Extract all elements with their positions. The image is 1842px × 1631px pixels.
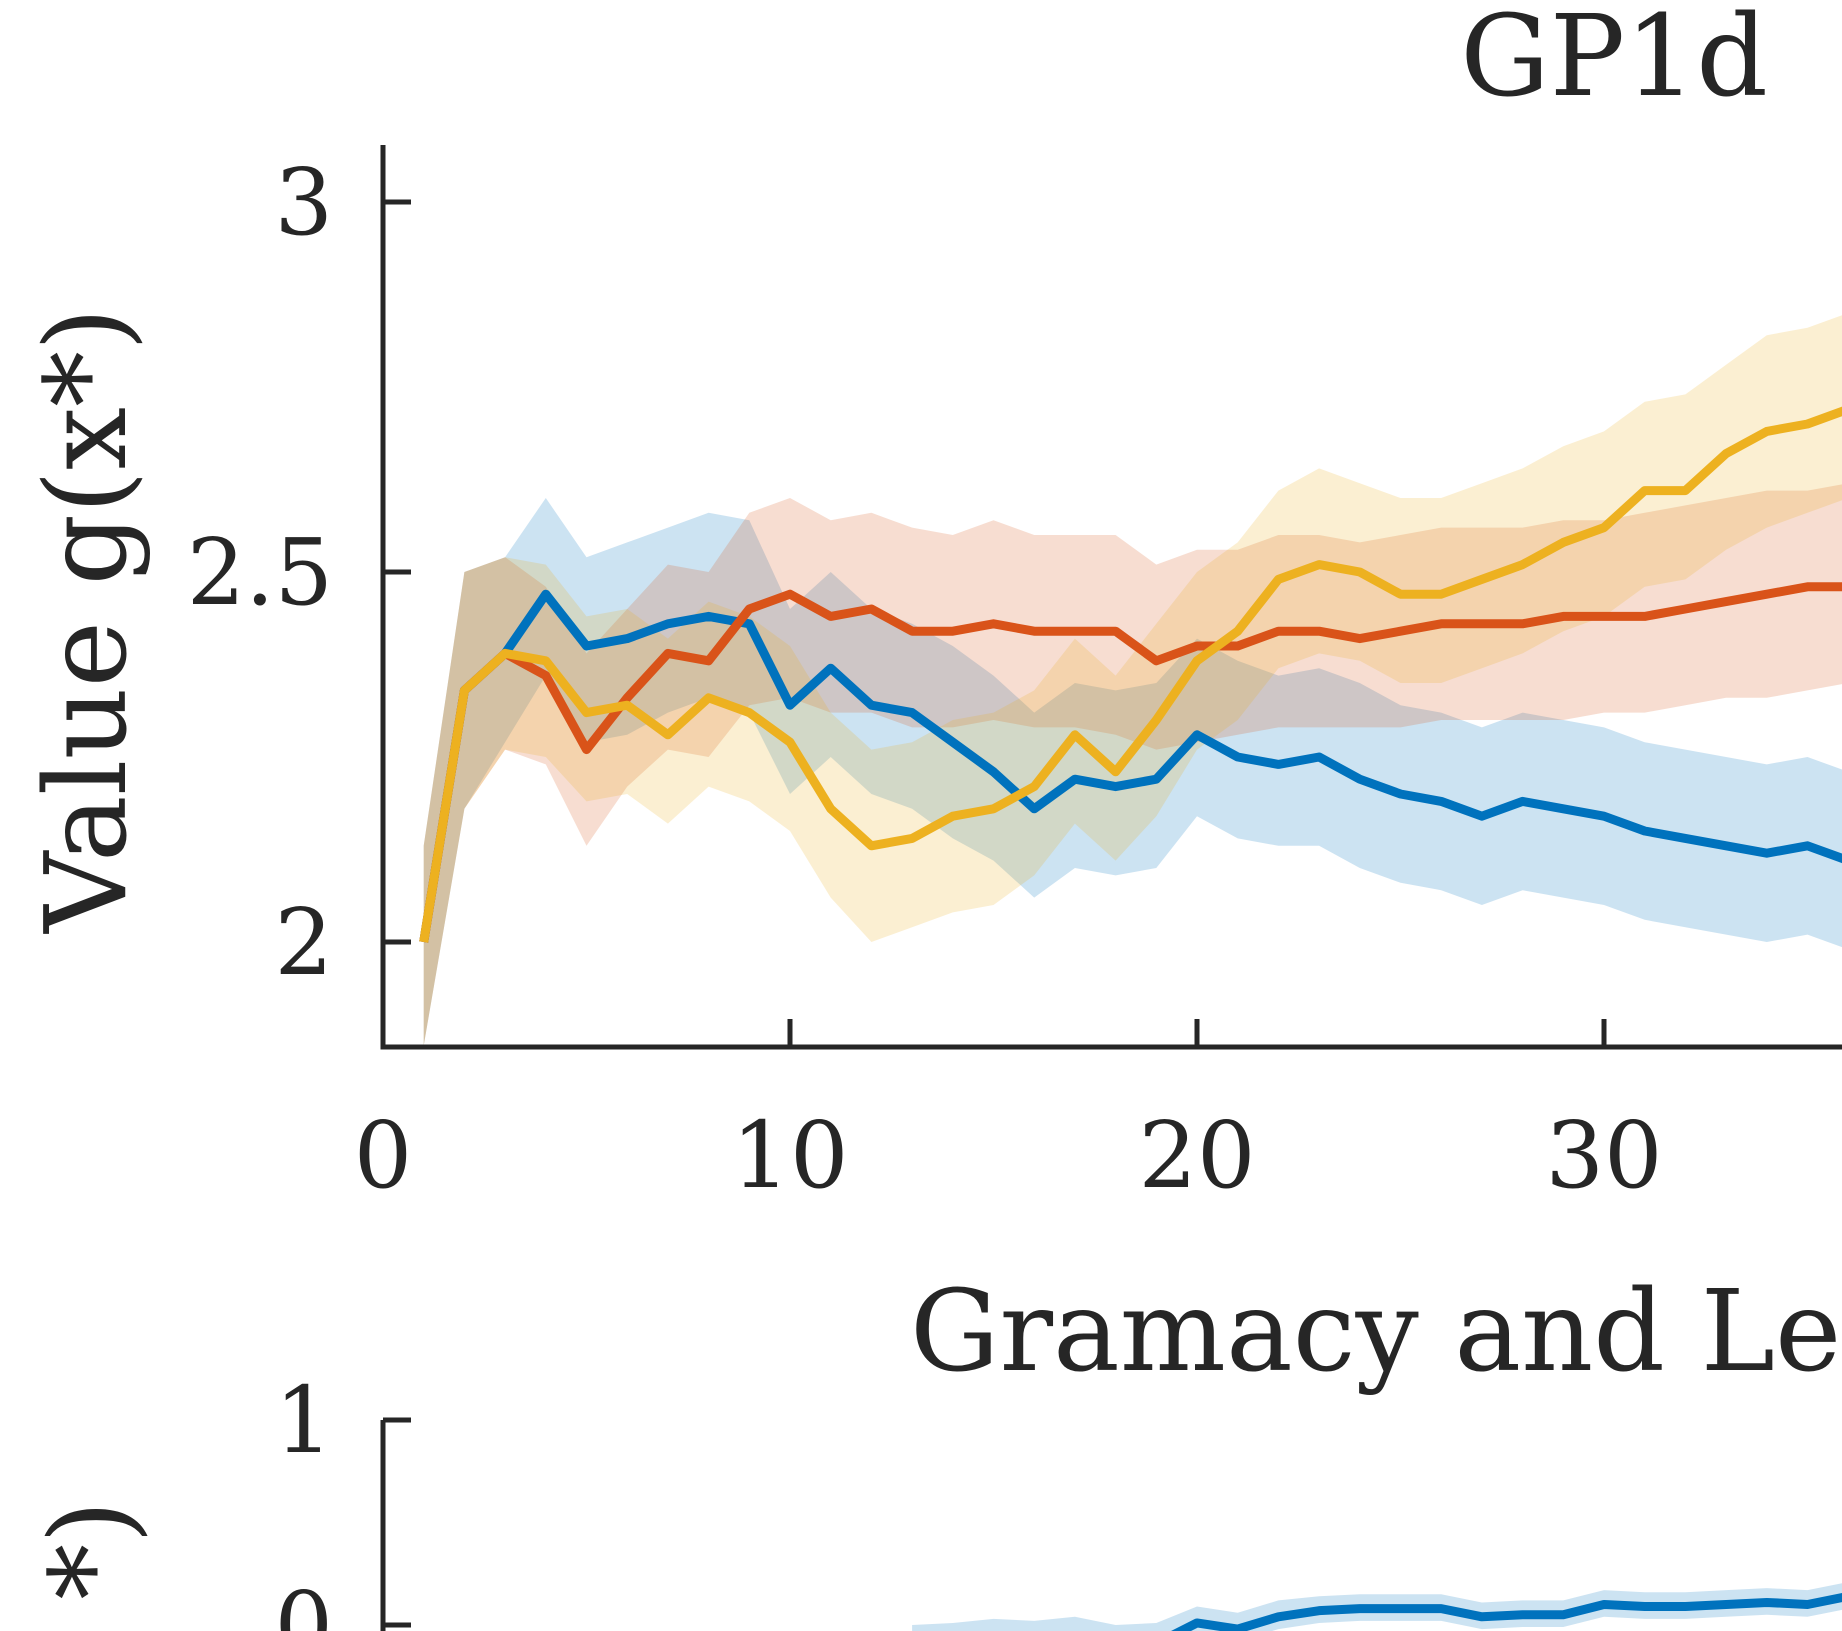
x-ticks: 0 10 20 30 [354, 1019, 1663, 1209]
y-tick-label: 1 [274, 1367, 333, 1474]
y-tick-label: 3 [274, 149, 333, 256]
x-tick-label: 0 [354, 1102, 413, 1209]
band-0072bd-0 [423, 498, 1842, 1046]
band-edb120-2 [423, 315, 1842, 1046]
y-axis-label: Value g(x*) [22, 307, 152, 934]
x-tick-label: 10 [731, 1102, 848, 1209]
panel-title: Gramacy and Le [910, 1267, 1841, 1397]
x-tick-label: 30 [1545, 1102, 1662, 1209]
panel-title: GP1d [1460, 0, 1768, 122]
confidence-bands [423, 315, 1842, 1046]
y-tick-label: 0 [274, 1572, 333, 1631]
line-edb120-2 [419, 406, 1842, 943]
x-tick-label: 20 [1138, 1102, 1255, 1209]
y-ticks: 01 [274, 1367, 411, 1631]
panel-gramacy-lee: Gramacy and Le 01 *) [27, 1267, 1842, 1631]
panel-gp1d: GP1d 22.53 0 10 20 30 Value g(x*) [22, 0, 1842, 1209]
line-d95319-1 [419, 582, 1842, 943]
line-0072bd-0 [1171, 1592, 1842, 1631]
series-lines [419, 406, 1842, 943]
y-tick-label: 2.5 [187, 519, 333, 626]
series-lines [1171, 1592, 1842, 1631]
y-ticks: 22.53 [187, 149, 411, 996]
axes-frame [380, 145, 1842, 1050]
y-tick-label: 2 [274, 889, 333, 996]
line-0072bd-0 [419, 589, 1842, 943]
y-axis-label: *) [27, 1500, 157, 1600]
